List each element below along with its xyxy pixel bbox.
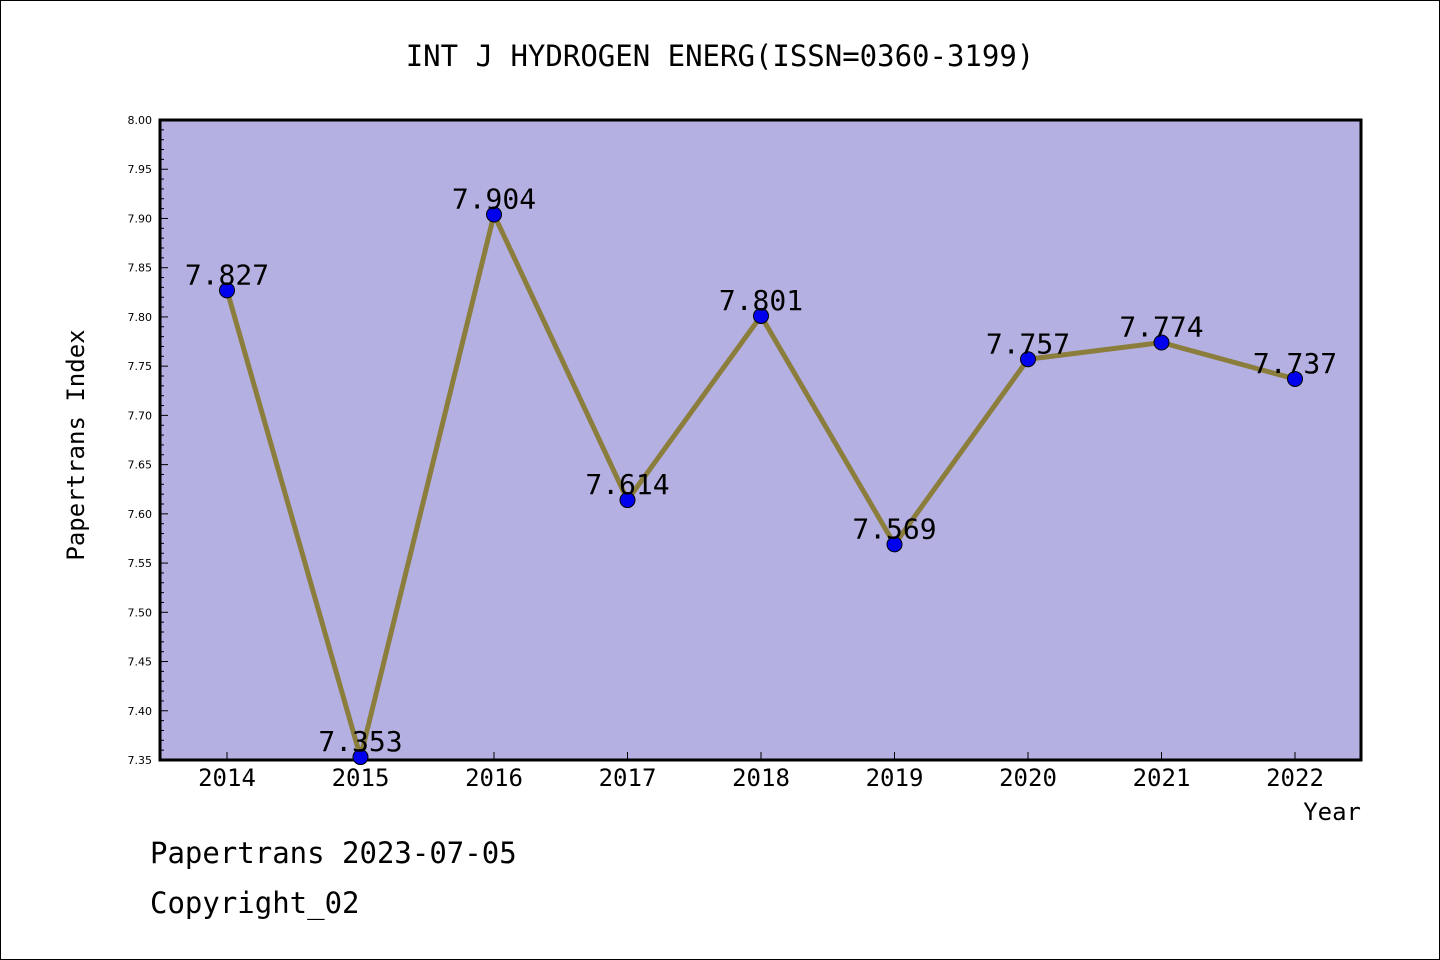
data-point: [619, 492, 636, 509]
x-tick-label: 2016: [465, 764, 523, 792]
data-point: [219, 282, 235, 299]
y-tick-label: 7.35: [128, 754, 153, 767]
y-tick-label: 7.85: [128, 262, 153, 275]
copyright-text: Copyright_02: [150, 886, 360, 920]
y-tick-label: 8.00: [128, 114, 153, 127]
data-point: [1020, 351, 1036, 368]
y-tick-label: 7.60: [128, 508, 153, 521]
x-tick-label: 2014: [198, 764, 256, 792]
plot-area: [158, 118, 1363, 762]
y-tick-label: 7.90: [128, 212, 153, 225]
data-point: [1287, 370, 1303, 387]
y-tick-label: 7.45: [128, 656, 153, 669]
x-axis: 2014 2015 2016 2017 2018 2019 2020 2021 2022: [198, 752, 1324, 792]
y-tick-label: 7.55: [128, 557, 153, 570]
x-axis-label: Year: [1303, 798, 1361, 826]
data-label: 7.757: [986, 327, 1070, 360]
y-tick-label: 7.75: [128, 360, 153, 373]
x-tick-label: 2020: [999, 764, 1057, 792]
data-label: 7.569: [852, 512, 936, 545]
data-label: 7.801: [719, 284, 803, 317]
chart-title: INT J HYDROGEN ENERG(ISSN=0360-3199): [406, 39, 1035, 73]
x-tick-label: 2018: [732, 764, 790, 792]
y-axis-label: Papertrans Index: [62, 329, 90, 560]
data-label: 7.904: [452, 183, 536, 216]
data-label: 7.774: [1119, 311, 1203, 344]
data-point: [486, 206, 502, 223]
y-tick-label: 7.65: [128, 459, 153, 472]
data-label: 7.614: [585, 468, 669, 501]
y-tick-label: 7.40: [128, 705, 153, 718]
y-tick-label: 7.50: [128, 606, 153, 619]
y-tick-label: 7.80: [128, 311, 153, 324]
y-axis: 7.35 7.40 7.45 7.50 7.55 7.60 7.65 7.70 7.75 7.80…: [128, 114, 168, 767]
x-tick-label: 2021: [1133, 764, 1191, 792]
x-tick-label: 2022: [1266, 764, 1324, 792]
x-tick-label: 2015: [332, 764, 390, 792]
data-point: [886, 536, 903, 553]
data-label: 7.353: [318, 725, 402, 758]
data-label: 7.827: [185, 258, 269, 291]
y-tick-label: 7.70: [128, 409, 153, 422]
data-label: 7.737: [1253, 347, 1337, 380]
source-date-text: Papertrans 2023-07-05: [150, 836, 517, 870]
data-point: [352, 749, 369, 766]
x-tick-label: 2019: [866, 764, 924, 792]
data-series: 7.827 7.353 7.904 7.614 7.801 7.569 7.757 7.774…: [185, 183, 1337, 766]
data-point: [1153, 334, 1170, 351]
data-point: [753, 307, 769, 324]
x-tick-label: 2017: [599, 764, 657, 792]
y-tick-label: 7.95: [128, 163, 153, 176]
